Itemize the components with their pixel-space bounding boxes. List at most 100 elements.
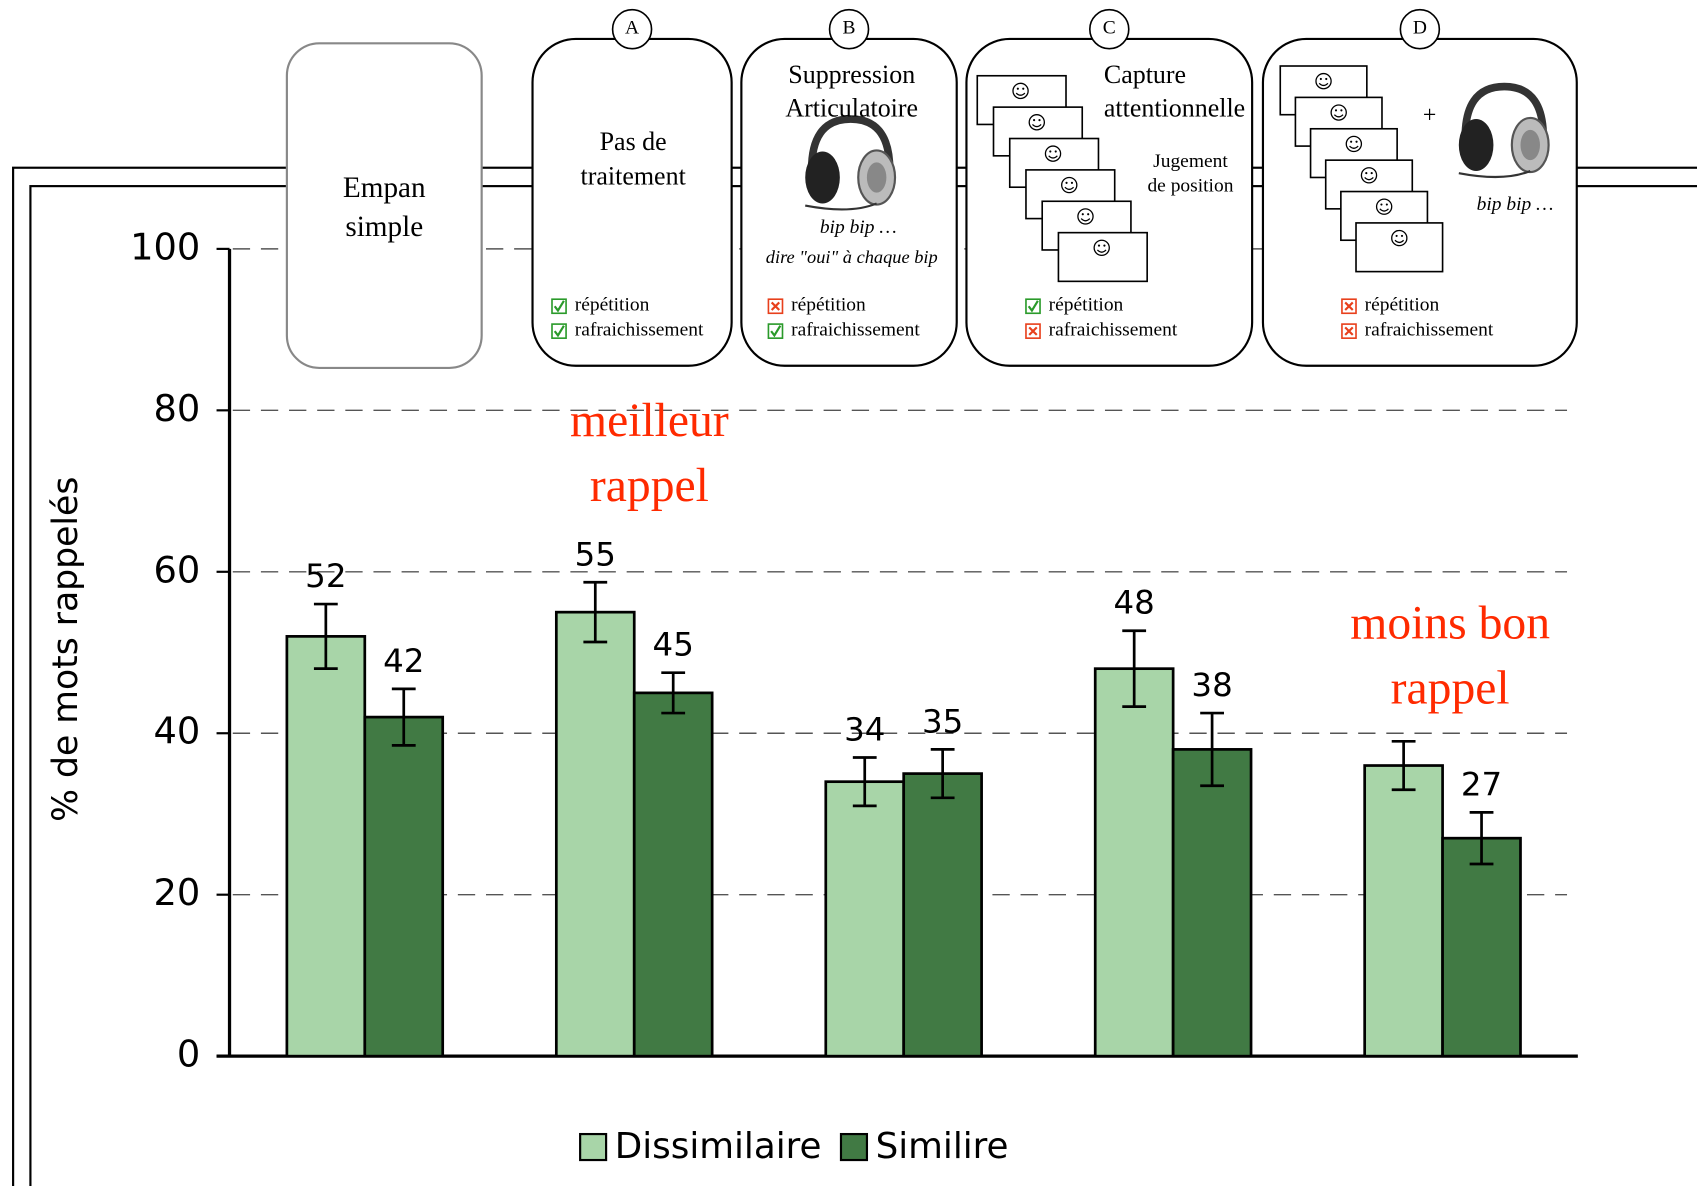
panel-title: Empan <box>343 172 426 204</box>
panel-instruction: dire "oui" à chaque bip <box>766 247 938 267</box>
panel-letter: B <box>843 18 856 39</box>
annotation: meilleur <box>570 395 729 447</box>
y-tick-label: 40 <box>153 710 200 753</box>
check-label: répétition <box>1049 295 1124 316</box>
check-label: répétition <box>791 295 866 316</box>
panel-title: Suppression <box>788 60 915 89</box>
smiley <box>1012 82 1029 100</box>
check-label: rafraichissement <box>1049 320 1178 341</box>
panel-letter-circle <box>1399 8 1441 50</box>
smiley <box>1315 72 1332 90</box>
smiley-eye <box>1355 140 1358 143</box>
smiley-mouth <box>1064 186 1075 191</box>
headphone-band <box>1461 82 1548 143</box>
error-bar <box>661 671 686 715</box>
headphone-cup <box>805 151 840 204</box>
smiley-eye <box>1054 150 1057 153</box>
check-mark <box>553 300 565 313</box>
smiley-mouth <box>1032 123 1042 128</box>
y-tick-label: 80 <box>153 387 200 430</box>
headphone-cap <box>866 162 887 193</box>
smiley <box>1044 145 1062 162</box>
value-label: 48 <box>1114 584 1155 622</box>
smiley-eye <box>1087 213 1090 216</box>
panel: B Suppression Articulatoire bip bip … dire "… <box>740 8 958 367</box>
smiley <box>1360 167 1378 184</box>
panel-caption: bip bip … <box>1477 194 1554 215</box>
error-bar <box>930 748 955 800</box>
smiley-eye <box>1016 87 1019 90</box>
cross-mark <box>1028 326 1038 336</box>
panel-title: traitement <box>581 162 687 191</box>
legend-label: Similire <box>876 1126 1009 1167</box>
check-label: rafraichissement <box>575 320 704 341</box>
bar <box>824 780 906 1058</box>
panel: Empan simple <box>285 42 483 370</box>
smiley-eye <box>1319 77 1322 81</box>
panel-title: Articulatoire <box>785 93 918 122</box>
value-label: 27 <box>1461 765 1502 803</box>
cross-mark <box>1344 326 1354 336</box>
smiley-eye <box>1103 244 1106 247</box>
smiley-eye <box>1049 150 1052 153</box>
error-bar <box>1469 811 1494 866</box>
bar <box>1093 667 1175 1058</box>
annotation: moins bon <box>1350 598 1550 650</box>
smiley-mouth <box>1364 176 1374 181</box>
error-bar <box>583 580 608 644</box>
panel-box <box>285 42 483 370</box>
value-label: 45 <box>653 626 694 664</box>
bar <box>554 610 636 1058</box>
panel: A Pas de traitement répétition rafraichissem… <box>531 8 733 367</box>
y-tick-label: 100 <box>130 225 200 268</box>
legend-swatch <box>839 1132 869 1162</box>
error-bar <box>852 756 877 808</box>
smiley-eye <box>1395 234 1398 237</box>
smiley-eye <box>1334 109 1338 112</box>
bar <box>1441 836 1522 1058</box>
error-bar <box>1122 629 1147 708</box>
smiley-eye <box>1370 172 1373 175</box>
cross-mark <box>770 301 781 311</box>
annotation: rappel <box>590 460 709 512</box>
smiley-eye <box>1340 109 1343 112</box>
cross-mark <box>1344 301 1354 311</box>
bar <box>1171 748 1253 1058</box>
legend-swatch <box>579 1132 608 1162</box>
smiley-eye <box>1385 203 1388 206</box>
value-label: 35 <box>922 702 963 740</box>
smiley <box>1077 208 1094 225</box>
smiley-eye <box>1097 244 1101 247</box>
panel-letter: A <box>625 18 639 39</box>
smiley-eye <box>1350 140 1353 143</box>
check-label: répétition <box>575 295 650 316</box>
smiley-mouth <box>1080 218 1091 222</box>
check-label: répétition <box>1365 295 1440 316</box>
smiley <box>1093 239 1110 257</box>
smiley <box>1391 229 1408 247</box>
bar <box>632 691 714 1058</box>
panel-note: de position <box>1147 176 1233 197</box>
panel-letter: D <box>1413 18 1427 39</box>
smiley <box>1375 198 1393 215</box>
panel-letter-circle <box>1089 8 1130 50</box>
smiley-eye <box>1033 119 1036 122</box>
y-tick-label: 60 <box>153 548 200 591</box>
panel-title: Capture <box>1104 60 1186 89</box>
smiley-eye <box>1400 234 1404 237</box>
panel-title: attentionnelle <box>1104 93 1245 122</box>
smiley-mouth <box>1394 239 1405 244</box>
smiley-mouth <box>1096 249 1107 253</box>
value-label: 34 <box>844 710 885 748</box>
bar <box>285 635 367 1058</box>
bar <box>902 772 983 1058</box>
y-axis-title: % de mots rappelés <box>46 477 86 822</box>
check-label: rafraichissement <box>791 320 920 341</box>
smiley-mouth <box>1379 208 1389 212</box>
panel-plus: + <box>1423 102 1436 128</box>
smiley-eye <box>1081 213 1084 216</box>
panel-letter-circle <box>828 8 870 50</box>
annotation: rappel <box>1391 662 1510 714</box>
headphone-cup <box>1458 119 1494 171</box>
